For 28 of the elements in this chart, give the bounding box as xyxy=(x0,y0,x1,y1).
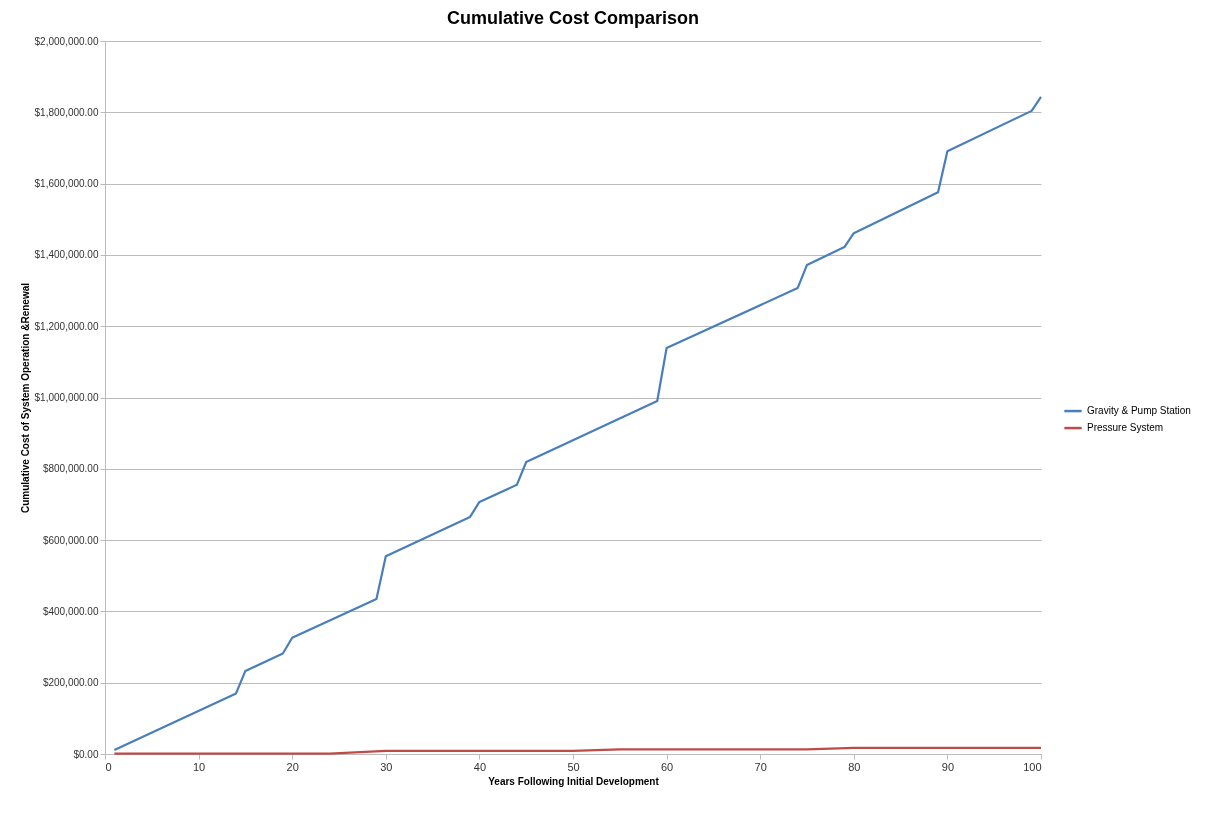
x-tick-label: 10 xyxy=(192,760,206,773)
x-tick-label: 0 xyxy=(105,760,112,773)
x-tick-label: 50 xyxy=(567,760,580,773)
y-tick-label: $1,600,000.00 xyxy=(34,178,99,190)
y-tick-label: $600,000.00 xyxy=(42,534,99,546)
y-tick-label: $400,000.00 xyxy=(42,605,99,617)
y-tick-label: $1,000,000.00 xyxy=(34,392,99,403)
y-tick-label: $800,000.00 xyxy=(42,463,99,475)
x-axis-title: Years Following Initial Development xyxy=(488,775,660,787)
x-tick-label: 20 xyxy=(286,760,299,773)
x-tick-label: 70 xyxy=(754,760,767,773)
x-tick-label: 100 xyxy=(1023,760,1042,773)
y-tick-label: $2,000,000.00 xyxy=(34,35,99,47)
chart-title: Cumulative Cost Comparison xyxy=(446,8,700,28)
line-series xyxy=(113,95,1043,752)
legend-label: Pressure System xyxy=(1087,422,1164,434)
legend-label: Gravity & Pump Station xyxy=(1087,405,1191,417)
y-tick-label: $0.00 xyxy=(73,748,99,760)
x-tick-label: 30 xyxy=(380,760,393,773)
x-tick-label: 90 xyxy=(941,760,955,773)
x-tick-label: 80 xyxy=(848,760,861,773)
y-tick-label: $200,000.00 xyxy=(42,677,99,689)
y-axis-title: Cumulative Cost of System Operation &Renewal xyxy=(19,282,31,514)
y-tick-label: $1,400,000.00 xyxy=(34,249,99,261)
x-tick-label: 60 xyxy=(660,760,674,773)
x-tick-label: 40 xyxy=(473,760,487,773)
y-tick-label: $1,200,000.00 xyxy=(34,320,99,332)
y-tick-label: $1,800,000.00 xyxy=(34,106,99,118)
